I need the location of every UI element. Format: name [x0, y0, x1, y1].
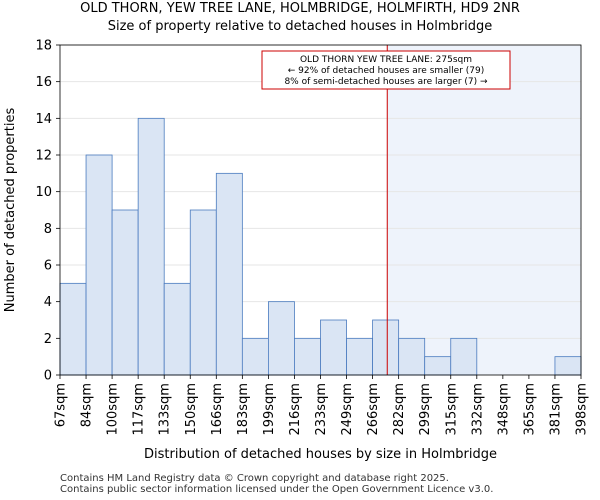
y-tick-label-4: 4	[44, 295, 52, 310]
x-tick-label-348sqm: 348sqm	[496, 383, 511, 436]
x-tick-label-299sqm: 299sqm	[418, 383, 433, 436]
x-tick-label-332sqm: 332sqm	[470, 383, 485, 436]
bar-233sqm	[320, 319, 347, 376]
x-tick-label-133sqm: 133sqm	[158, 383, 173, 436]
x-tick-label-365sqm: 365sqm	[522, 383, 537, 436]
x-tick-label-282sqm: 282sqm	[392, 383, 407, 436]
annotation-box: OLD THORN YEW TREE LANE: 275sqm ← 92% of…	[261, 50, 511, 90]
bar-100sqm	[111, 209, 139, 376]
y-axis-label: Number of detached properties	[3, 108, 18, 313]
x-tick-label-216sqm: 216sqm	[288, 383, 303, 436]
y-tick-label-2: 2	[44, 332, 52, 347]
bar-84sqm	[85, 154, 113, 376]
x-axis-label: Distribution of detached houses by size …	[144, 447, 497, 462]
x-tick-label-199sqm: 199sqm	[262, 383, 277, 436]
y-tick-label-10: 10	[35, 185, 52, 200]
chart-title-line1: OLD THORN, YEW TREE LANE, HOLMBRIDGE, HO…	[80, 1, 520, 16]
bar-117sqm	[137, 117, 165, 376]
annotation-line1: OLD THORN YEW TREE LANE: 275sqm	[300, 55, 472, 65]
x-tick-label-266sqm: 266sqm	[366, 383, 381, 436]
chart-subtitle: Size of property relative to detached ho…	[107, 19, 493, 34]
x-tick-label-84sqm: 84sqm	[80, 383, 95, 427]
bar-216sqm	[294, 337, 321, 376]
annotation-border	[261, 50, 511, 90]
chart-title: OLD THORN, YEW TREE LANE, HOLMBRIDGE, HO…	[0, 0, 600, 36]
annotation-line3: 8% of semi-detached houses are larger (7…	[284, 77, 488, 87]
y-tick-label-16: 16	[35, 75, 52, 90]
bar-266sqm	[372, 319, 400, 376]
x-tick-label-183sqm: 183sqm	[236, 383, 251, 436]
bar-315sqm	[450, 337, 478, 376]
y-tick-label-8: 8	[44, 222, 52, 237]
x-tick-label-117sqm: 117sqm	[132, 383, 147, 436]
y-tick-label-0: 0	[44, 369, 52, 384]
bar-282sqm	[398, 337, 426, 376]
bar-381sqm	[554, 356, 582, 376]
annotation-line2: ← 92% of detached houses are smaller (79…	[288, 66, 485, 76]
x-tick-label-150sqm: 150sqm	[184, 383, 199, 436]
footer: Contains HM Land Registry data © Crown c…	[60, 473, 493, 495]
x-tick-label-233sqm: 233sqm	[314, 383, 329, 436]
y-tick-label-12: 12	[35, 149, 52, 164]
y-tick-label-14: 14	[35, 112, 52, 127]
y-tick-label-18: 18	[35, 39, 52, 54]
x-tick-label-67sqm: 67sqm	[54, 383, 69, 427]
x-tick-label-100sqm: 100sqm	[106, 383, 121, 436]
bar-183sqm	[241, 337, 269, 376]
bar-249sqm	[346, 337, 373, 376]
x-tick-label-381sqm: 381sqm	[548, 383, 563, 436]
bar-166sqm	[215, 172, 243, 376]
footer-line1: Contains HM Land Registry data © Crown c…	[60, 473, 449, 484]
bars	[59, 117, 582, 376]
bar-150sqm	[189, 209, 217, 376]
y-ticks: 0 2 4 6 8 10 12 14 16 18	[35, 39, 60, 384]
bar-133sqm	[163, 282, 191, 376]
bar-199sqm	[267, 301, 295, 376]
x-tick-label-315sqm: 315sqm	[444, 383, 459, 436]
bar-67sqm	[59, 282, 87, 376]
footer-line2: Contains public sector information licen…	[60, 484, 494, 495]
highlight-region	[387, 45, 581, 375]
bar-299sqm	[424, 356, 452, 376]
x-ticks: 67sqm 84sqm 100sqm 117sqm 133sqm 150sqm 166sqm…	[54, 375, 590, 436]
x-tick-label-166sqm: 166sqm	[210, 383, 225, 436]
x-tick-label-249sqm: 249sqm	[340, 383, 355, 436]
y-tick-label-6: 6	[44, 259, 52, 274]
x-tick-label-398sqm: 398sqm	[575, 383, 590, 436]
